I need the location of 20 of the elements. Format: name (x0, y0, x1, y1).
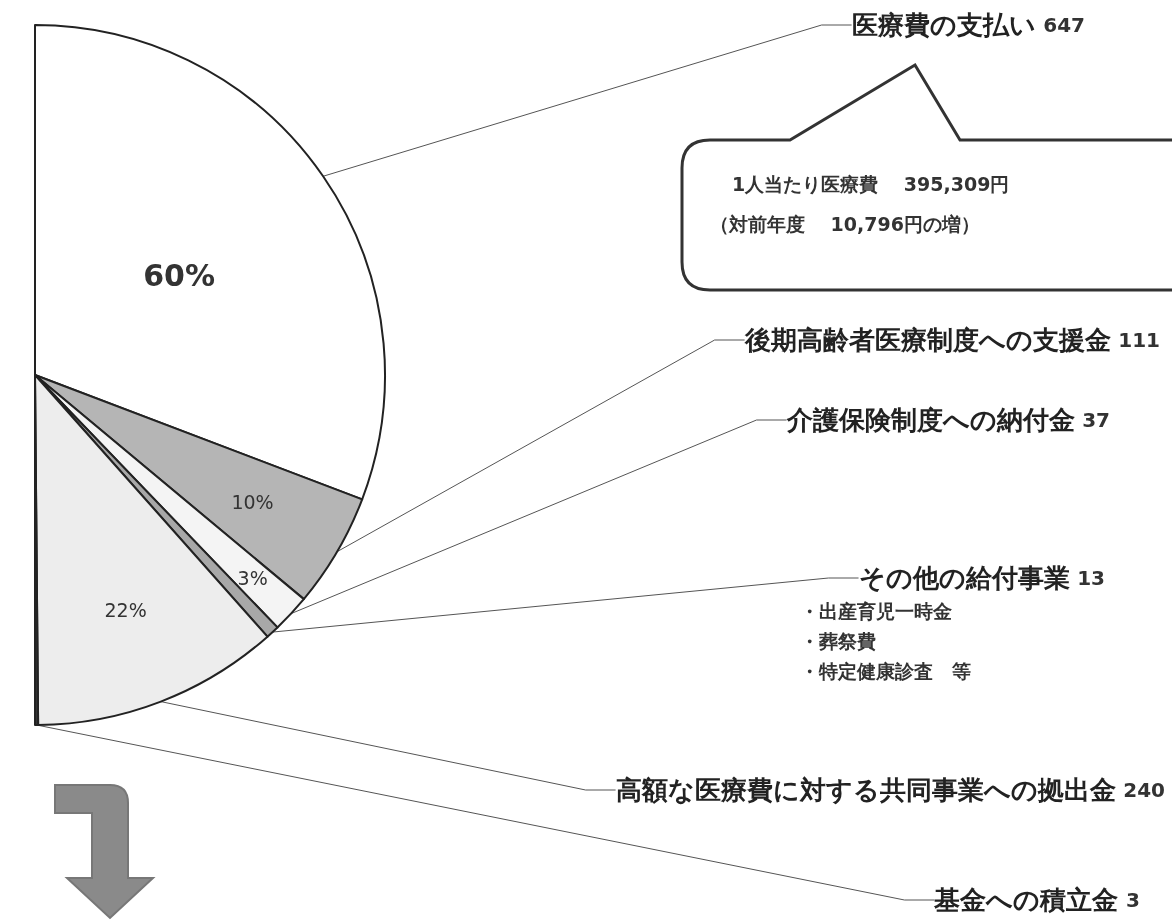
data-label: 647 (1043, 13, 1085, 37)
slice-label: その他の給付事業 (858, 563, 1070, 593)
text: 3% (237, 566, 268, 589)
slice-label: 医療費の支払い (851, 10, 1036, 40)
data-label: 13 (1077, 566, 1105, 590)
text: 10% (231, 491, 274, 514)
speech-bubble: 1人当たり医療費 395,309円 （対前年度 10,796円の増） (680, 60, 1172, 295)
text: ・葬祭費 (800, 629, 877, 654)
slice-label: 介護保険制度への納付金 (785, 405, 1075, 435)
slice-label: 基金への積立金 (933, 885, 1119, 915)
data-label: 111 (1118, 328, 1160, 352)
text: 60% (143, 258, 215, 294)
slice-label: 後期高齢者医療制度への支援金 (743, 325, 1111, 355)
text: 22% (104, 599, 147, 622)
text: ・特定健康診査 等 (800, 659, 971, 684)
text: ・出産育児一時金 (800, 599, 953, 624)
slice-label: 高額な医療費に対する共同事業への拠出金 (615, 775, 1116, 805)
data-label: 37 (1082, 408, 1110, 432)
data-label: 240 (1123, 778, 1165, 802)
data-label: 3 (1126, 888, 1140, 912)
